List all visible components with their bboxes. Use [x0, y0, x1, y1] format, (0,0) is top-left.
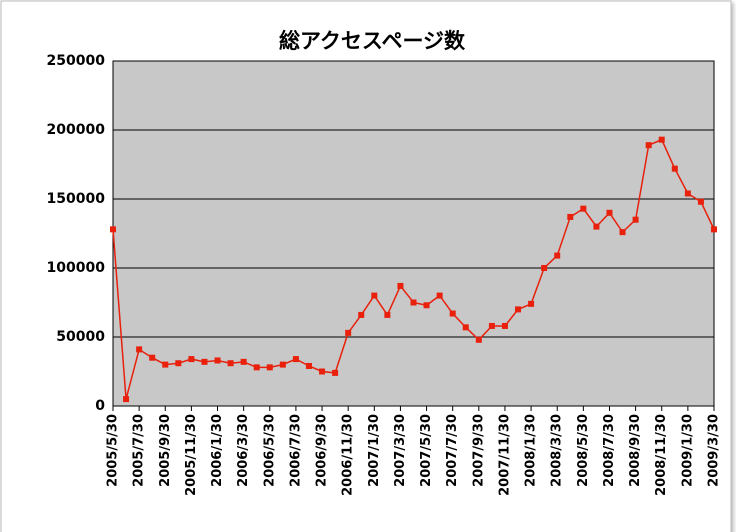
x-tick-label: 2006/9/30: [315, 414, 330, 487]
point-marker: [449, 310, 456, 317]
point-marker: [371, 292, 378, 299]
point-marker: [292, 356, 299, 363]
x-tick-label: 2007/3/30: [393, 414, 408, 487]
point-marker: [501, 322, 508, 329]
x-tick-label: 2007/5/30: [419, 414, 434, 487]
point-marker: [279, 361, 286, 368]
point-marker: [345, 329, 352, 336]
x-tick-label: 2007/9/30: [471, 414, 486, 487]
x-tick-label: 2009/1/30: [680, 414, 695, 487]
y-tick-label: 100000: [47, 260, 106, 276]
y-tick-label: 200000: [47, 122, 106, 138]
point-marker: [214, 357, 221, 364]
point-marker: [554, 252, 561, 259]
point-marker: [711, 226, 717, 233]
point-marker: [136, 346, 143, 353]
x-tick-label: 2005/7/30: [132, 414, 147, 487]
point-marker: [410, 299, 417, 306]
point-marker: [606, 209, 613, 216]
x-tick-label: 2008/9/30: [628, 414, 643, 487]
point-marker: [658, 136, 665, 143]
x-tick-label: 2008/1/30: [524, 414, 539, 487]
point-marker: [684, 190, 691, 197]
x-tick-label: 2008/3/30: [550, 414, 565, 487]
point-marker: [475, 336, 482, 343]
point-marker: [645, 142, 652, 149]
point-marker: [175, 360, 182, 367]
point-marker: [253, 364, 260, 371]
x-tick-label: 2005/9/30: [158, 414, 173, 487]
y-tick-label: 150000: [47, 191, 106, 207]
point-marker: [110, 226, 116, 233]
plot-area: [113, 61, 714, 406]
point-marker: [162, 361, 169, 368]
point-marker: [227, 360, 234, 367]
point-marker: [528, 300, 535, 307]
x-tick-label: 2006/11/30: [341, 414, 356, 496]
point-marker: [593, 223, 600, 230]
x-tick-label: 2005/11/30: [184, 414, 199, 496]
point-marker: [671, 165, 678, 172]
point-marker: [697, 198, 704, 205]
x-tick-label: 2006/7/30: [288, 414, 303, 487]
point-marker: [201, 358, 208, 365]
y-tick-label: 250000: [47, 53, 106, 69]
y-tick-label: 50000: [56, 329, 105, 345]
point-marker: [423, 302, 430, 309]
point-marker: [358, 311, 365, 318]
point-marker: [632, 216, 639, 223]
y-tick-label: 0: [95, 398, 105, 414]
point-marker: [515, 306, 522, 313]
point-marker: [488, 322, 495, 329]
x-tick-label: 2008/5/30: [576, 414, 591, 487]
point-marker: [462, 324, 469, 331]
point-marker: [266, 364, 273, 371]
point-marker: [436, 292, 443, 299]
x-tick-label: 2008/7/30: [602, 414, 617, 487]
x-tick-label: 2007/7/30: [445, 414, 460, 487]
point-marker: [123, 396, 130, 403]
point-marker: [149, 354, 156, 361]
point-marker: [188, 356, 195, 363]
chart-title: 総アクセスページ数: [279, 29, 466, 53]
point-marker: [397, 282, 404, 289]
x-tick-label: 2006/5/30: [262, 414, 277, 487]
point-marker: [580, 205, 587, 212]
point-marker: [319, 368, 326, 375]
point-marker: [384, 311, 391, 318]
x-tick-label: 2005/5/30: [106, 414, 121, 487]
point-marker: [332, 369, 339, 376]
point-marker: [567, 213, 574, 220]
x-tick-label: 2007/11/30: [497, 414, 512, 496]
point-marker: [541, 265, 548, 271]
x-tick-label: 2006/1/30: [210, 414, 225, 487]
x-tick-label: 2008/11/30: [654, 414, 669, 496]
point-marker: [619, 229, 626, 236]
x-tick-label: 2007/1/30: [367, 414, 382, 487]
point-marker: [305, 362, 312, 369]
x-tick-label: 2009/3/30: [707, 414, 722, 487]
x-tick-label: 2006/3/30: [236, 414, 251, 487]
point-marker: [240, 358, 247, 365]
